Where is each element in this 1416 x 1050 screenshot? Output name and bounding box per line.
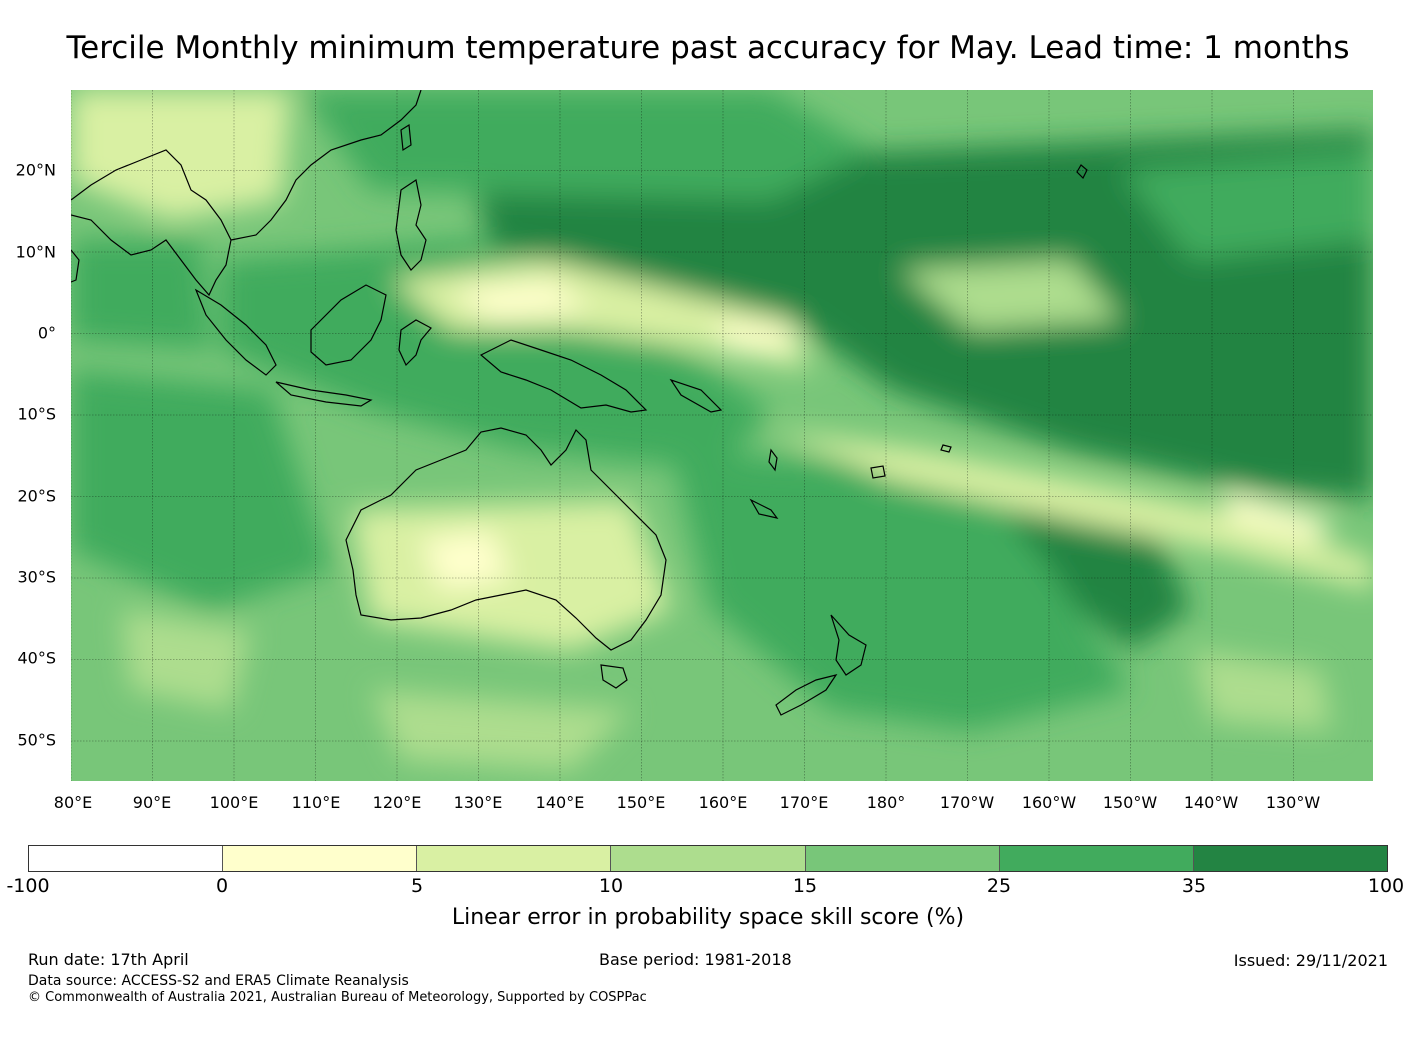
colorbar-segment: [29, 846, 224, 871]
lat-label: 50°S: [17, 730, 56, 750]
skill-score-map: [71, 90, 1373, 781]
indochina-coast: [230, 90, 422, 241]
data-source: Data source: ACCESS-S2 and ERA5 Climate …: [28, 973, 409, 989]
skill-score-field: [71, 90, 1373, 770]
lat-label: 30°S: [17, 567, 56, 587]
lon-label: 80°E: [53, 793, 93, 812]
colorbar-segment: [1193, 846, 1387, 871]
colorbar-segment: [999, 846, 1194, 871]
colorbar-tick: 100: [1367, 875, 1405, 897]
lat-label: 0°: [37, 323, 56, 343]
lat-label: 10°N: [15, 242, 56, 262]
sulawesi-outline: [398, 319, 432, 367]
lon-label: 140°E: [535, 793, 585, 812]
colorbar-tick: 35: [1181, 875, 1207, 897]
sumatra-outline: [194, 288, 277, 376]
colorbar-tick: 15: [792, 875, 818, 897]
lon-label: 90°E: [132, 793, 172, 812]
colorbar-tick: 25: [986, 875, 1012, 897]
base-period: Base period: 1981-2018: [599, 950, 792, 969]
australia-outline: [345, 427, 667, 651]
taiwan-outline: [400, 123, 412, 152]
solomon-islands-outline: [669, 378, 723, 413]
lon-label: 120°E: [372, 793, 422, 812]
lon-label: 180°: [866, 793, 906, 812]
lon-label: 170°E: [779, 793, 829, 812]
java-outline: [275, 381, 373, 407]
new-caledonia-outline: [749, 498, 779, 519]
colorbar-tick: 0: [215, 875, 229, 897]
colorbar-segment: [223, 846, 418, 871]
run-date: Run date: 17th April: [28, 950, 189, 969]
mainland-asia-outline: [71, 149, 232, 297]
lat-label: 40°S: [17, 648, 56, 668]
lon-label: 130°E: [453, 793, 503, 812]
lat-label: 20°N: [15, 160, 56, 180]
lon-label: 160°E: [698, 793, 748, 812]
new-guinea-outline: [479, 339, 648, 413]
graticule: [71, 90, 1373, 781]
new-zealand-south-outline: [775, 674, 838, 716]
colorbar-tick: 5: [410, 875, 424, 897]
fiji-outline: [870, 465, 886, 479]
colorbar-segment: [417, 846, 612, 871]
copyright: © Commonwealth of Australia 2021, Austra…: [28, 990, 647, 1005]
lon-label: 110°E: [291, 793, 341, 812]
vanuatu-outline: [768, 448, 778, 472]
sri-lanka-outline: [71, 249, 80, 283]
coastlines: [71, 90, 1088, 716]
samoa-outline: [940, 444, 952, 453]
new-zealand-north-outline: [830, 614, 867, 676]
colorbar-label: Linear error in probability space skill …: [451, 905, 965, 930]
issued-date: Issued: 29/11/2021: [1233, 951, 1388, 970]
lon-label: 140°W: [1183, 793, 1239, 812]
lon-label: 150°E: [616, 793, 666, 812]
hawaii-outline: [1076, 164, 1088, 180]
lon-label: 100°E: [209, 793, 259, 812]
lon-label: 130°W: [1265, 793, 1321, 812]
colorbar-segment: [611, 846, 806, 871]
tasmania-outline: [600, 664, 628, 689]
chart-title: Tercile Monthly minimum temperature past…: [66, 30, 1350, 66]
lon-label: 150°W: [1102, 793, 1158, 812]
lat-label: 10°S: [17, 404, 56, 424]
lat-label: 20°S: [17, 486, 56, 506]
colorbar-tick: -100: [6, 875, 50, 897]
lon-label: 170°W: [939, 793, 995, 812]
borneo-outline: [310, 284, 387, 366]
philippines-outline: [395, 179, 427, 271]
lon-label: 160°W: [1021, 793, 1077, 812]
colorbar: [28, 845, 1388, 872]
colorbar-tick: 10: [598, 875, 624, 897]
colorbar-segment: [805, 846, 1000, 871]
